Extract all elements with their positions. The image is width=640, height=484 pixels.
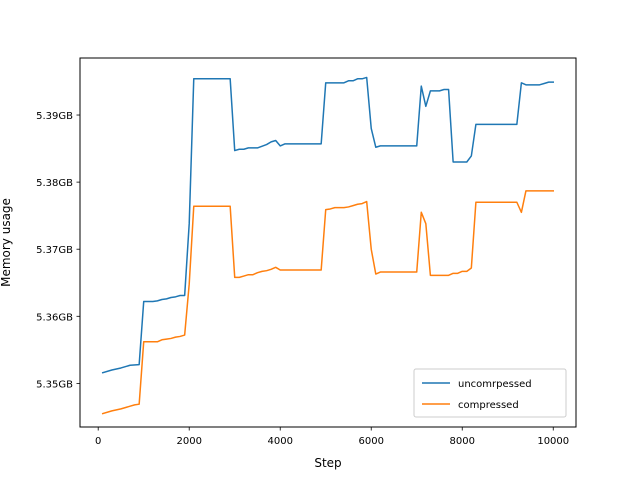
x-axis-label: Step [314, 456, 341, 470]
legend-label-compressed: compressed [458, 400, 519, 411]
y-tick-label: 5.35GB [36, 379, 73, 390]
x-tick-label: 6000 [359, 436, 384, 447]
y-tick-label: 5.38GB [36, 178, 73, 189]
legend-label-uncomrpessed: uncomrpessed [458, 379, 532, 390]
x-tick-label: 10000 [537, 436, 569, 447]
legend: uncomrpessed compressed [413, 368, 567, 418]
y-tick-label: 5.37GB [36, 245, 73, 256]
x-tick-label: 4000 [267, 436, 292, 447]
x-axis: 0 2000 4000 6000 8000 10000 [95, 427, 569, 447]
x-tick-label: 8000 [450, 436, 475, 447]
x-tick-label: 2000 [176, 436, 201, 447]
series-line-uncomrpessed [101, 76, 554, 374]
x-tick-label: 0 [95, 436, 101, 447]
axes-frame [79, 57, 577, 428]
series-line-compressed [101, 190, 554, 415]
legend-box [413, 368, 567, 418]
y-tick-label: 5.36GB [36, 312, 73, 323]
y-axis-label: Memory usage [0, 198, 13, 287]
y-axis: 5.35GB 5.36GB 5.37GB 5.38GB 5.39GB [36, 111, 80, 390]
y-tick-label: 5.39GB [36, 111, 73, 122]
axes-layer [79, 57, 577, 428]
series-layer [101, 76, 554, 415]
